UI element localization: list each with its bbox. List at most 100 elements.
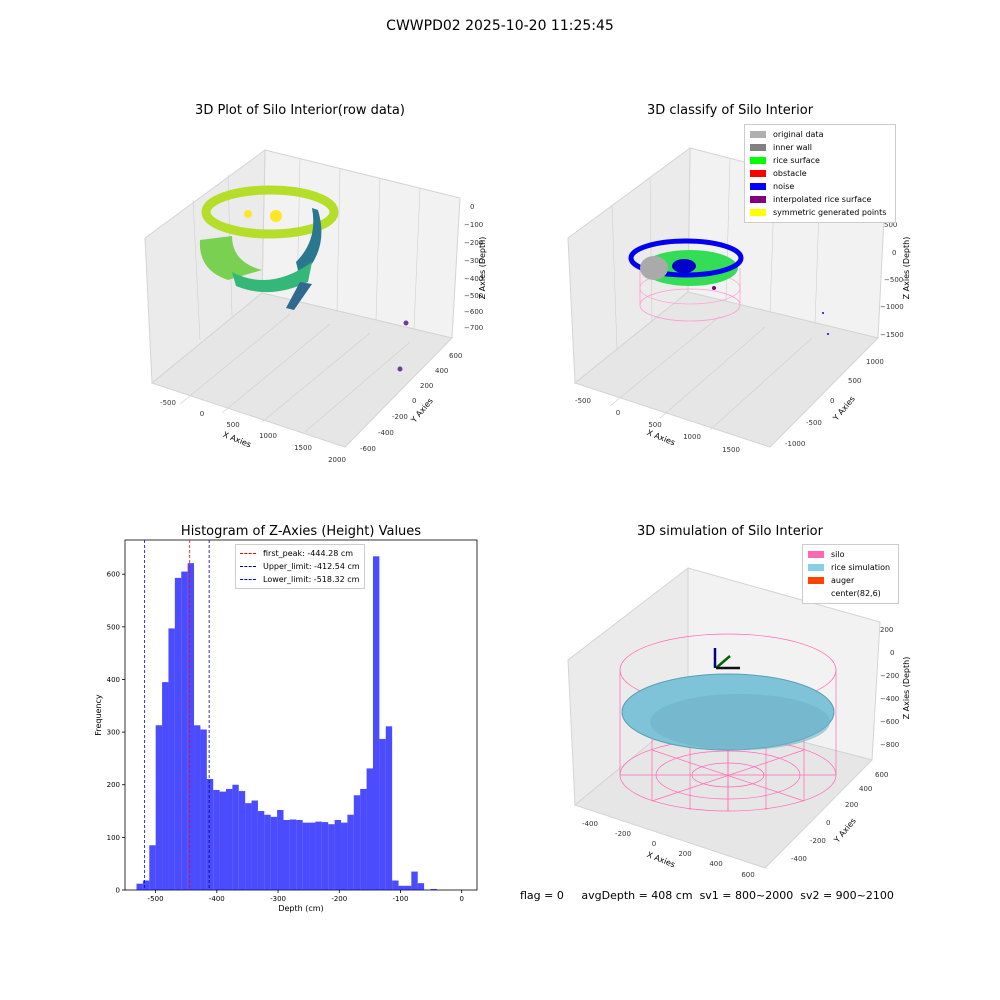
legend-label: rice simulation bbox=[831, 563, 891, 572]
classify-xtick: 0 bbox=[616, 409, 620, 417]
histogram-bar bbox=[289, 819, 297, 890]
histogram-bar bbox=[200, 729, 207, 890]
raw-xtick: 500 bbox=[226, 421, 239, 429]
histogram-title: Histogram of Z-Axies (Height) Values bbox=[180, 524, 422, 539]
raw-wall-front bbox=[232, 262, 312, 293]
raw-xtick: 1000 bbox=[259, 432, 277, 440]
histogram-bar bbox=[245, 803, 252, 890]
legend-entry: interpolated rice surface bbox=[750, 193, 890, 206]
legend-label: rice surface bbox=[773, 156, 820, 165]
legend-label: Upper_limit: -412.54 cm bbox=[263, 562, 360, 571]
legend-entry: first_peak: -444.28 cm bbox=[240, 547, 360, 560]
classify-xtick: -500 bbox=[575, 397, 591, 405]
histogram-bar bbox=[232, 784, 239, 890]
classify-y-ticks: -1000 -500 0 500 1000 bbox=[785, 358, 884, 448]
legend-label: symmetric generated points bbox=[773, 208, 887, 217]
histogram-ytick-label: 400 bbox=[107, 676, 120, 684]
simulation-ytick: 200 bbox=[845, 801, 858, 809]
legend-swatch bbox=[808, 590, 824, 597]
legend-swatch bbox=[750, 209, 766, 216]
legend-entry: rice surface bbox=[750, 154, 890, 167]
classify-legend: original data inner wall rice surface ob… bbox=[744, 124, 896, 223]
histogram-bar bbox=[264, 814, 271, 890]
legend-swatch bbox=[750, 144, 766, 151]
classify-ytick: 0 bbox=[830, 397, 834, 405]
histogram-bars bbox=[136, 556, 437, 890]
simulation-ytick: 0 bbox=[826, 819, 830, 827]
classify-xtick: 1500 bbox=[722, 446, 740, 454]
legend-swatch bbox=[808, 577, 824, 584]
histogram-bar bbox=[277, 810, 284, 890]
histogram-bar bbox=[341, 822, 348, 890]
histogram-bar bbox=[404, 885, 412, 890]
histogram-bar bbox=[194, 725, 201, 890]
legend-label: interpolated rice surface bbox=[773, 195, 872, 204]
histogram-bar bbox=[411, 871, 418, 890]
raw-ytick: -400 bbox=[378, 429, 394, 437]
simulation-xtick: 400 bbox=[709, 860, 722, 868]
classify-ztick: 500 bbox=[884, 221, 897, 229]
sv2-text: sv2 = 900~2100 bbox=[800, 889, 894, 902]
histogram-bar bbox=[155, 725, 163, 890]
raw-plot-title: 3D Plot of Silo Interior(row data) bbox=[195, 103, 405, 118]
simulation-ztick: −200 bbox=[880, 672, 899, 680]
legend-swatch bbox=[750, 183, 766, 190]
classify-plot-title: 3D classify of Silo Interior bbox=[646, 103, 814, 118]
raw-ytick: 0 bbox=[412, 397, 416, 405]
simulation-ztick: −800 bbox=[880, 741, 899, 749]
histogram-threshold-lines bbox=[143, 540, 210, 890]
classify-point-cloud bbox=[628, 238, 829, 335]
histogram-y-label: Frequency bbox=[94, 694, 103, 736]
raw-outlier-point bbox=[403, 320, 409, 326]
histogram-bar bbox=[251, 800, 258, 890]
histogram-bar bbox=[174, 577, 182, 890]
histogram-bar bbox=[315, 821, 322, 890]
classify-xtick: 500 bbox=[648, 421, 661, 429]
raw-x-ticks: -500 0 500 1000 1500 2000 bbox=[160, 399, 346, 464]
raw-ztick: −700 bbox=[464, 324, 483, 332]
histogram-bar bbox=[257, 811, 265, 890]
legend-label: first_peak: -444.28 cm bbox=[263, 549, 354, 558]
classify-interpolated-point bbox=[712, 286, 716, 290]
raw-outlier-point bbox=[397, 366, 403, 372]
raw-wall-left bbox=[199, 236, 262, 280]
histogram-x-label: Depth (cm) bbox=[278, 904, 323, 913]
histogram-ytick-label: 600 bbox=[107, 571, 120, 579]
histogram-ytick-label: 300 bbox=[107, 729, 120, 737]
classify-noise-center bbox=[672, 259, 696, 273]
histogram-legend: first_peak: -444.28 cm Upper_limit: -412… bbox=[235, 544, 365, 589]
simulation-floor-pane bbox=[573, 711, 873, 869]
histogram-ytick-label: 0 bbox=[116, 887, 120, 895]
simulation-xtick: -200 bbox=[615, 830, 631, 838]
simulation-xtick: 0 bbox=[652, 840, 656, 848]
raw-ztick: −600 bbox=[464, 308, 483, 316]
classify-z-label: Z Axies (Depth) bbox=[902, 237, 911, 300]
histogram-bar bbox=[321, 822, 329, 890]
classify-ztick: 0 bbox=[892, 249, 896, 257]
histogram-bar bbox=[360, 788, 367, 890]
classify-floor-pane bbox=[573, 291, 879, 448]
legend-entry: center(82,6) bbox=[808, 587, 893, 600]
classify-noise-ring bbox=[628, 238, 744, 278]
histogram-bar bbox=[206, 778, 214, 890]
raw-ytick: -200 bbox=[392, 413, 408, 421]
simulation-ytick: 400 bbox=[859, 785, 872, 793]
legend-label: original data bbox=[773, 130, 824, 139]
simulation-ytick: -200 bbox=[810, 837, 826, 845]
legend-entry: Upper_limit: -412.54 cm bbox=[240, 560, 360, 573]
legend-dash-darkblue bbox=[240, 566, 256, 567]
avg-depth-text: avgDepth = 408 cm bbox=[581, 889, 693, 902]
simulation-z-label: Z Axies (Depth) bbox=[902, 657, 911, 720]
classify-ytick: -1000 bbox=[785, 440, 805, 448]
legend-swatch bbox=[750, 131, 766, 138]
raw-ring-back bbox=[201, 185, 339, 239]
histogram-bar bbox=[366, 768, 373, 890]
raw-ytick: 200 bbox=[420, 382, 433, 390]
histogram-bar bbox=[309, 822, 316, 890]
simulation-xtick: 600 bbox=[741, 871, 754, 879]
legend-label: noise bbox=[773, 182, 795, 191]
raw-ytick: -600 bbox=[360, 445, 376, 453]
sv1-text: sv1 = 800~2000 bbox=[699, 889, 794, 902]
legend-entry: silo bbox=[808, 548, 893, 561]
